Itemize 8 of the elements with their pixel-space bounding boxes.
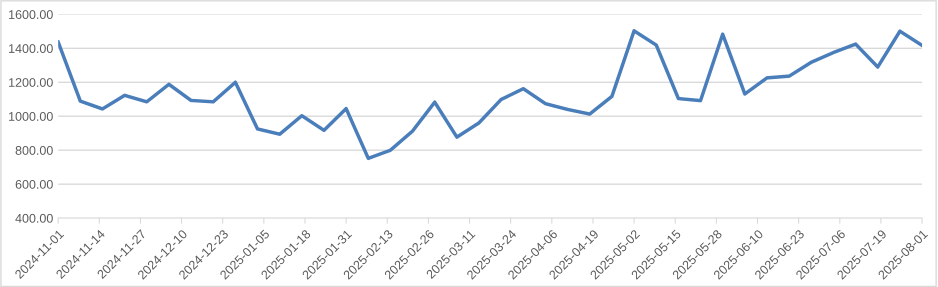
y-tick-label: 600.00: [16, 180, 53, 189]
y-tick-label: 1000.00: [9, 112, 53, 121]
line-series: [58, 29, 922, 160]
y-tick-label: 800.00: [16, 146, 53, 155]
y-tick-label: 400.00: [15, 214, 53, 223]
y-tick-label: 1600.00: [9, 10, 53, 19]
y-tick-label: 1400.00: [9, 44, 53, 53]
y-tick-label: 1200.00: [9, 78, 53, 87]
